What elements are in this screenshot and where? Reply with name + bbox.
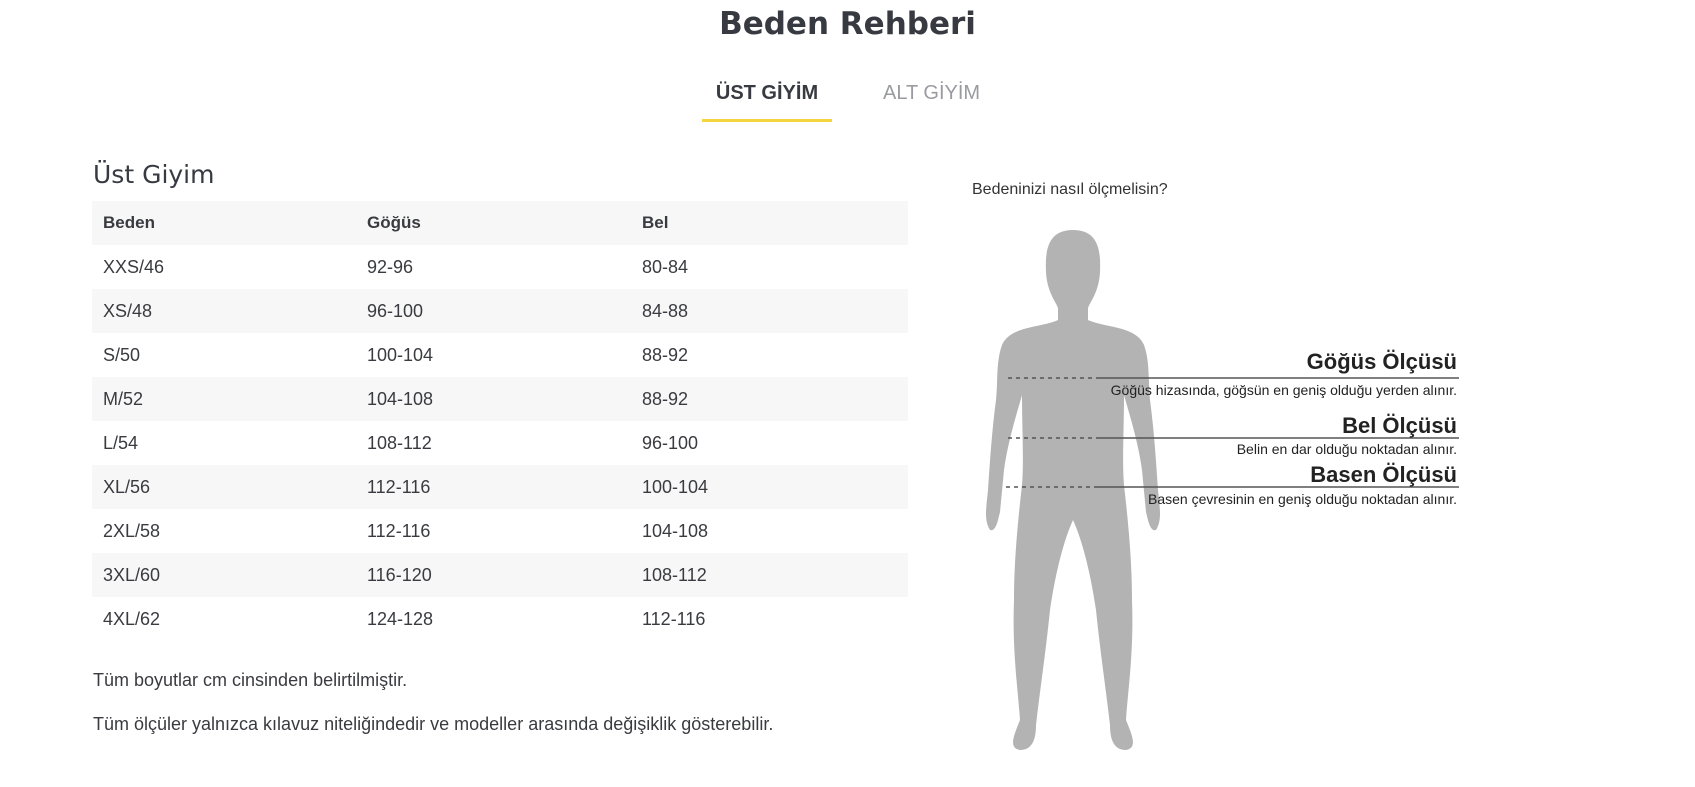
cell-chest: 124-128 bbox=[367, 608, 434, 629]
table-row: XS/48 96-100 84-88 bbox=[92, 289, 908, 333]
cell-size: 3XL/60 bbox=[92, 553, 356, 597]
cell-waist: 96-100 bbox=[642, 432, 699, 453]
note-units: Tüm boyutlar cm cinsinden belirtilmiştir… bbox=[93, 670, 408, 690]
gogus-measure-title: Göğüs Ölçüsü bbox=[1306, 349, 1457, 374]
cell-waist: 112-116 bbox=[642, 608, 706, 629]
table-row: 3XL/60 116-120 108-112 bbox=[92, 553, 908, 597]
figure-question: Bedeninizi nasıl ölçmelisin? bbox=[972, 181, 1168, 198]
table-row: XL/56 112-116 100-104 bbox=[92, 465, 908, 509]
cell-size: 2XL/58 bbox=[103, 520, 161, 541]
tab-ust-giyim[interactable]: ÜST GİYİM bbox=[702, 82, 832, 122]
cell-size: S/50 bbox=[103, 344, 141, 365]
size-table: Beden Göğüs Bel XXS/46 92-96 80-84 XS/48 96-… bbox=[92, 201, 908, 641]
cell-size: M/52 bbox=[92, 377, 356, 421]
cell-chest: 96-100 bbox=[356, 289, 631, 333]
cell-waist: 88-92 bbox=[631, 377, 908, 421]
table-row: XXS/46 92-96 80-84 bbox=[92, 245, 908, 289]
cell-size: L/54 bbox=[103, 432, 139, 453]
cell-size: XL/56 bbox=[92, 465, 356, 509]
cell-chest: 108-112 bbox=[367, 432, 432, 453]
table-header-row: Beden Göğüs Bel bbox=[92, 201, 908, 245]
column-header-bel: Bel bbox=[631, 201, 908, 245]
measure-lines bbox=[1006, 377, 1459, 488]
column-header-gogus: Göğüs bbox=[356, 201, 631, 245]
cell-waist: 88-92 bbox=[642, 344, 689, 365]
cell-size: XS/48 bbox=[92, 289, 356, 333]
bel-measure-desc: Belin en dar olduğu noktadan alınır. bbox=[1236, 441, 1457, 457]
cell-size: 4XL/62 bbox=[103, 608, 161, 629]
table-row: L/54 108-112 96-100 bbox=[92, 421, 908, 465]
column-header-beden: Beden bbox=[92, 201, 356, 245]
table-row: S/50 100-104 88-92 bbox=[92, 333, 908, 377]
basen-measure-title: Basen Ölçüsü bbox=[1310, 462, 1457, 487]
tab-alt-giyim[interactable]: ALT GİYİM bbox=[883, 82, 981, 104]
cell-chest: 112-116 bbox=[356, 465, 631, 509]
cell-chest: 92-96 bbox=[367, 256, 414, 277]
gogus-measure-desc: Göğüs hizasında, göğsün en geniş olduğu … bbox=[1110, 382, 1457, 398]
bel-measure-title: Bel Ölçüsü bbox=[1342, 413, 1457, 438]
cell-waist: 108-112 bbox=[631, 553, 908, 597]
table-row: 4XL/62 124-128 112-116 bbox=[92, 597, 908, 641]
table-row: 2XL/58 112-116 104-108 bbox=[92, 509, 908, 553]
cell-chest: 116-120 bbox=[356, 553, 631, 597]
table-row: M/52 104-108 88-92 bbox=[92, 377, 908, 421]
cell-chest: 100-104 bbox=[367, 344, 434, 365]
section-title: Üst Giyim bbox=[93, 160, 215, 189]
cell-size: XXS/46 bbox=[103, 256, 165, 277]
cell-waist: 100-104 bbox=[631, 465, 908, 509]
page-title: Beden Rehberi bbox=[719, 6, 976, 42]
cell-waist: 80-84 bbox=[642, 256, 689, 277]
cell-chest: 104-108 bbox=[356, 377, 631, 421]
note-disclaimer: Tüm ölçüler yalnızca kılavuz niteliğinde… bbox=[93, 714, 774, 734]
basen-measure-desc: Basen çevresinin en geniş olduğu noktada… bbox=[1148, 491, 1457, 507]
cell-waist: 104-108 bbox=[642, 520, 709, 541]
cell-waist: 84-88 bbox=[631, 289, 908, 333]
cell-chest: 112-116 bbox=[367, 520, 431, 541]
